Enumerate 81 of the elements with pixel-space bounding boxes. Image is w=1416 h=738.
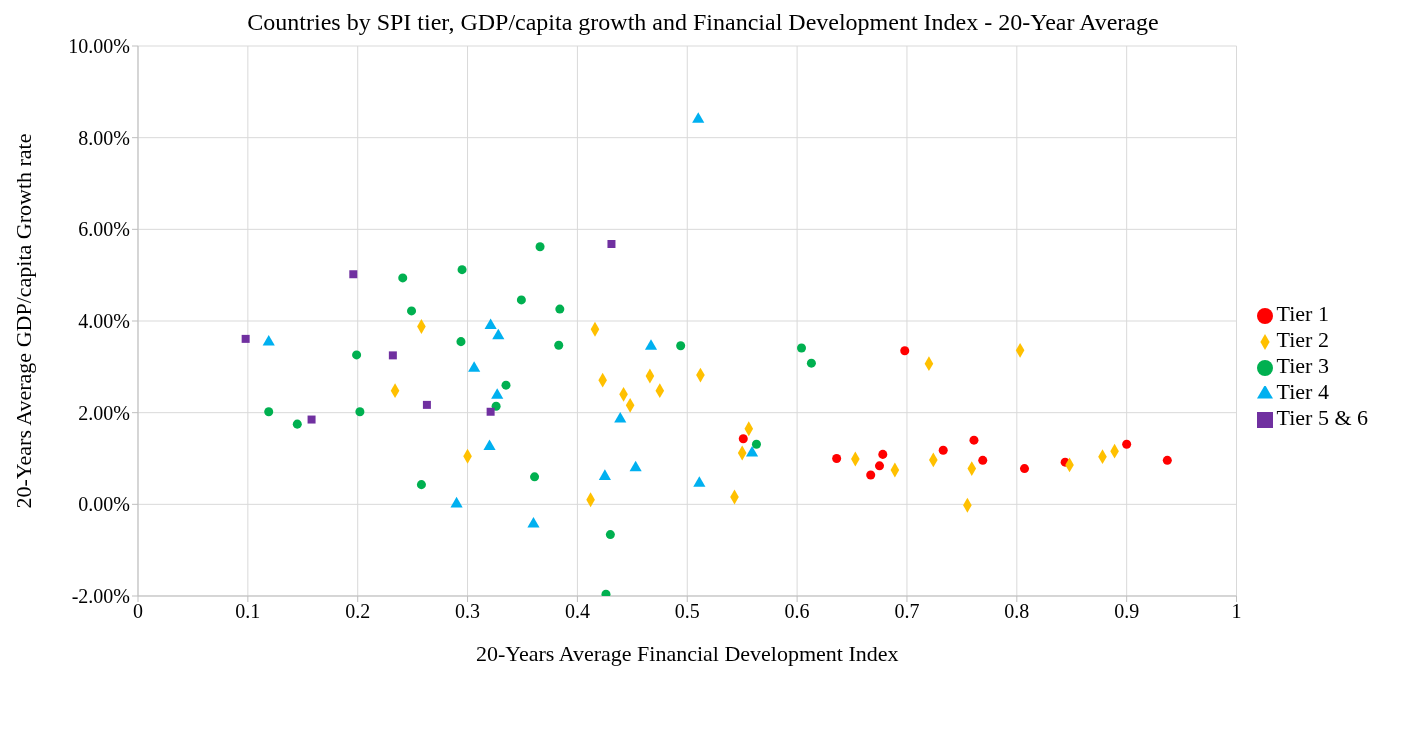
legend-label: Tier 5 & 6: [1276, 405, 1368, 430]
legend-label: Tier 2: [1276, 327, 1329, 352]
point: [456, 337, 466, 347]
point: [457, 265, 467, 275]
point: [530, 472, 540, 482]
point: [292, 419, 302, 429]
point: [555, 304, 565, 314]
point: [738, 434, 748, 444]
x-tick-label: 0.4: [564, 600, 590, 623]
legend-label: Tier 4: [1276, 379, 1329, 404]
x-axis-title: 20-Years Average Financial Development Index: [475, 641, 899, 666]
point: [262, 335, 275, 346]
point: [644, 339, 658, 350]
point: [355, 407, 365, 417]
y-tick-label: -2.00%: [71, 585, 130, 608]
point: [407, 306, 417, 316]
point: [978, 455, 988, 465]
point: [527, 517, 540, 528]
x-tick-label: 0.2: [345, 600, 371, 623]
point: [900, 346, 910, 356]
point: [676, 341, 686, 351]
x-tick-label: 0.3: [455, 600, 481, 623]
point: [554, 340, 564, 350]
point: [352, 350, 362, 360]
y-tick-label: 2.00%: [78, 401, 130, 424]
point: [878, 449, 888, 459]
x-tick-label: 0.6: [784, 600, 810, 623]
point: [874, 461, 885, 471]
point: [601, 589, 611, 596]
y-tick-label: 4.00%: [78, 310, 130, 333]
point: [1122, 439, 1132, 449]
y-tick-label: 10.00%: [68, 35, 130, 58]
point: [398, 273, 408, 283]
y-axis-title: 20-Years Average GDP/capita Growth rate: [10, 133, 36, 509]
point: [806, 358, 816, 368]
point: [516, 295, 526, 305]
point: [745, 445, 759, 457]
point: [751, 439, 761, 449]
point: [264, 407, 274, 417]
point: [832, 453, 842, 464]
point: [938, 445, 948, 455]
point: [349, 270, 358, 279]
y-tick-label: 6.00%: [78, 218, 130, 241]
y-tick-label: 0.00%: [78, 493, 130, 516]
point: [492, 328, 505, 340]
legend-label: Tier 1: [1276, 301, 1329, 326]
chart-title: Countries by SPI tier, GDP/capita growth and Financial Development Index - 20-Year Average: [246, 8, 1160, 36]
point: [535, 242, 545, 252]
point: [614, 412, 627, 423]
point: [598, 469, 611, 480]
point: [866, 470, 876, 480]
x-tick-label: 0.9: [1114, 600, 1140, 623]
point: [388, 351, 397, 360]
point: [484, 318, 497, 330]
point: [629, 460, 642, 472]
legend-label: Tier 3: [1276, 353, 1329, 378]
point: [607, 240, 616, 248]
x-tick-label: 1: [1231, 600, 1242, 623]
point: [422, 400, 431, 409]
point: [468, 361, 481, 372]
point: [605, 530, 615, 540]
point: [486, 407, 495, 416]
point: [483, 439, 496, 451]
x-tick-label: 0: [133, 600, 143, 623]
y-tick-label: 8.00%: [78, 126, 130, 149]
x-tick-label: 0.5: [674, 600, 700, 623]
point: [969, 435, 979, 445]
x-tick-label: 0.1: [235, 600, 261, 623]
point: [307, 415, 316, 424]
point: [1019, 464, 1030, 474]
point: [692, 112, 705, 123]
point: [491, 388, 504, 399]
point: [1162, 455, 1172, 465]
x-tick-label: 0.7: [894, 600, 920, 623]
point: [693, 476, 706, 487]
point: [241, 334, 250, 343]
point: [501, 380, 511, 390]
point: [450, 496, 463, 508]
point: [796, 343, 807, 353]
x-tick-label: 0.8: [1004, 600, 1030, 623]
point: [416, 480, 426, 490]
